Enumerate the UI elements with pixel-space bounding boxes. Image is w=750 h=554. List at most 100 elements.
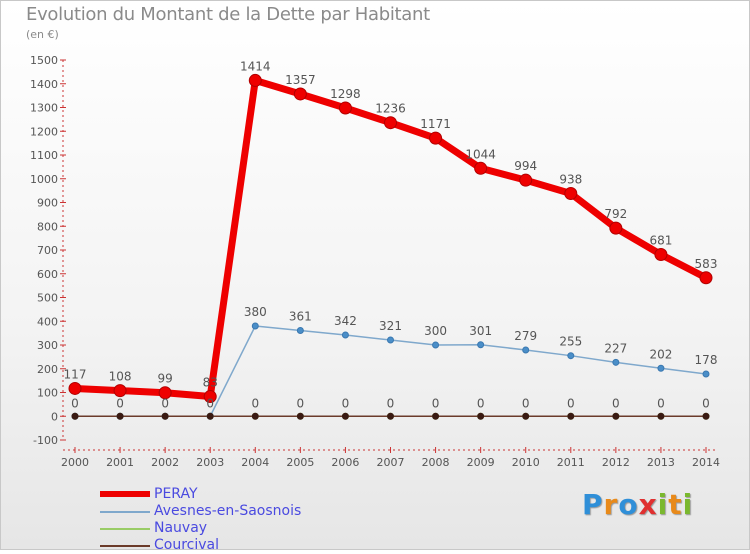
legend-swatch-peray bbox=[100, 491, 150, 497]
data-label-2: 0 bbox=[297, 396, 305, 410]
legend-label-avesnes: Avesnes-en-Saosnois bbox=[154, 503, 302, 519]
data-point-1 bbox=[341, 331, 349, 339]
data-point-3 bbox=[251, 412, 259, 420]
data-label-2: 0 bbox=[206, 396, 214, 410]
x-tick-label: 2012 bbox=[602, 456, 630, 469]
data-point-1 bbox=[296, 327, 304, 335]
data-point-3 bbox=[612, 412, 620, 420]
y-tick-label: -100 bbox=[33, 434, 58, 447]
y-tick-label: 700 bbox=[37, 244, 58, 257]
data-point-0 bbox=[609, 221, 623, 235]
data-label-2: 0 bbox=[387, 396, 395, 410]
data-label-2: 0 bbox=[657, 396, 665, 410]
x-tick-label: 2000 bbox=[61, 456, 89, 469]
x-tick-label: 2001 bbox=[106, 456, 134, 469]
data-label-2: 0 bbox=[477, 396, 485, 410]
y-tick-label: 0 bbox=[51, 410, 58, 423]
proxiti-logo: Proxiti bbox=[582, 488, 693, 521]
legend-item-avesnes: Avesnes-en-Saosnois bbox=[100, 503, 360, 520]
data-point-3 bbox=[116, 412, 124, 420]
y-tick-label: 600 bbox=[37, 268, 58, 281]
data-label-2: 0 bbox=[116, 396, 124, 410]
logo-letter: i bbox=[657, 488, 669, 521]
data-label-0: 792 bbox=[604, 207, 627, 221]
data-point-1 bbox=[522, 346, 530, 354]
data-label-1: 255 bbox=[559, 335, 582, 349]
data-label-2: 0 bbox=[342, 396, 350, 410]
y-tick-label: 200 bbox=[37, 363, 58, 376]
data-point-3 bbox=[387, 412, 394, 420]
logo-letter: o bbox=[618, 488, 639, 521]
data-point-0 bbox=[429, 131, 443, 145]
data-point-1 bbox=[657, 364, 665, 372]
data-label-0: 99 bbox=[158, 372, 173, 386]
data-point-0 bbox=[293, 87, 307, 101]
y-tick-label: 1100 bbox=[30, 149, 58, 162]
x-tick-label: 2010 bbox=[512, 456, 540, 469]
x-tick-label: 2011 bbox=[557, 456, 585, 469]
data-label-2: 0 bbox=[432, 396, 440, 410]
data-point-1 bbox=[432, 341, 440, 349]
axes: -100010020030040050060070080090010001100… bbox=[30, 54, 720, 469]
data-point-0 bbox=[519, 173, 533, 187]
legend-item-courcival: Courcival bbox=[100, 537, 360, 554]
x-tick-label: 2008 bbox=[422, 456, 450, 469]
data-point-1 bbox=[567, 352, 575, 360]
y-tick-label: 1200 bbox=[30, 125, 58, 138]
y-tick-label: 100 bbox=[37, 387, 58, 400]
data-label-0: 1298 bbox=[330, 87, 361, 101]
data-point-3 bbox=[432, 412, 440, 420]
data-label-0: 1171 bbox=[420, 117, 451, 131]
y-tick-label: 800 bbox=[37, 220, 58, 233]
data-label-2: 0 bbox=[522, 396, 530, 410]
data-label-1: 300 bbox=[424, 324, 447, 338]
data-label-0: 1414 bbox=[240, 59, 271, 73]
y-tick-label: 400 bbox=[37, 315, 58, 328]
x-tick-label: 2006 bbox=[331, 456, 359, 469]
y-tick-label: 1000 bbox=[30, 173, 58, 186]
data-point-0 bbox=[68, 381, 82, 395]
data-label-1: 380 bbox=[244, 305, 267, 319]
data-point-0 bbox=[384, 116, 397, 130]
data-point-3 bbox=[702, 412, 710, 420]
logo-letter: r bbox=[603, 488, 619, 521]
data-label-1: 178 bbox=[695, 353, 718, 367]
data-point-3 bbox=[296, 412, 304, 420]
data-point-1 bbox=[612, 358, 620, 366]
legend-label-nauvay: Nauvay bbox=[154, 520, 208, 536]
data-label-2: 0 bbox=[612, 396, 620, 410]
data-point-0 bbox=[474, 161, 488, 175]
data-label-0: 681 bbox=[649, 234, 672, 248]
y-tick-label: 900 bbox=[37, 197, 58, 210]
x-tick-label: 2003 bbox=[196, 456, 224, 469]
data-label-1: 301 bbox=[469, 324, 492, 338]
line-chart: -100010020030040050060070080090010001100… bbox=[30, 54, 720, 469]
data-label-0: 1236 bbox=[375, 102, 406, 116]
chart-subtitle: (en €) bbox=[26, 28, 59, 41]
legend-swatch-courcival bbox=[100, 545, 150, 547]
data-label-1: 227 bbox=[604, 341, 627, 355]
y-tick-label: 1500 bbox=[30, 54, 58, 67]
data-label-1: 321 bbox=[379, 319, 402, 333]
legend-swatch-nauvay bbox=[100, 528, 150, 530]
data-point-3 bbox=[657, 412, 665, 420]
logo-letter: x bbox=[638, 488, 658, 521]
data-point-3 bbox=[341, 412, 349, 420]
data-point-3 bbox=[161, 412, 169, 420]
data-label-0: 83 bbox=[203, 376, 218, 390]
logo-letter: P bbox=[582, 488, 604, 521]
x-tick-label: 2009 bbox=[467, 456, 495, 469]
legend: PERAY Avesnes-en-Saosnois Nauvay Courciv… bbox=[100, 486, 360, 554]
data-label-0: 108 bbox=[109, 370, 132, 384]
data-point-0 bbox=[248, 73, 262, 87]
data-point-0 bbox=[338, 101, 352, 115]
data-label-1: 361 bbox=[289, 310, 312, 324]
data-point-3 bbox=[522, 412, 530, 420]
legend-item-nauvay: Nauvay bbox=[100, 520, 360, 537]
y-tick-label: 1400 bbox=[30, 78, 58, 91]
data-label-2: 0 bbox=[251, 396, 259, 410]
x-tick-label: 2007 bbox=[377, 456, 405, 469]
data-point-0 bbox=[699, 271, 713, 285]
logo-letter: i bbox=[682, 488, 694, 521]
data-point-0 bbox=[113, 384, 127, 398]
